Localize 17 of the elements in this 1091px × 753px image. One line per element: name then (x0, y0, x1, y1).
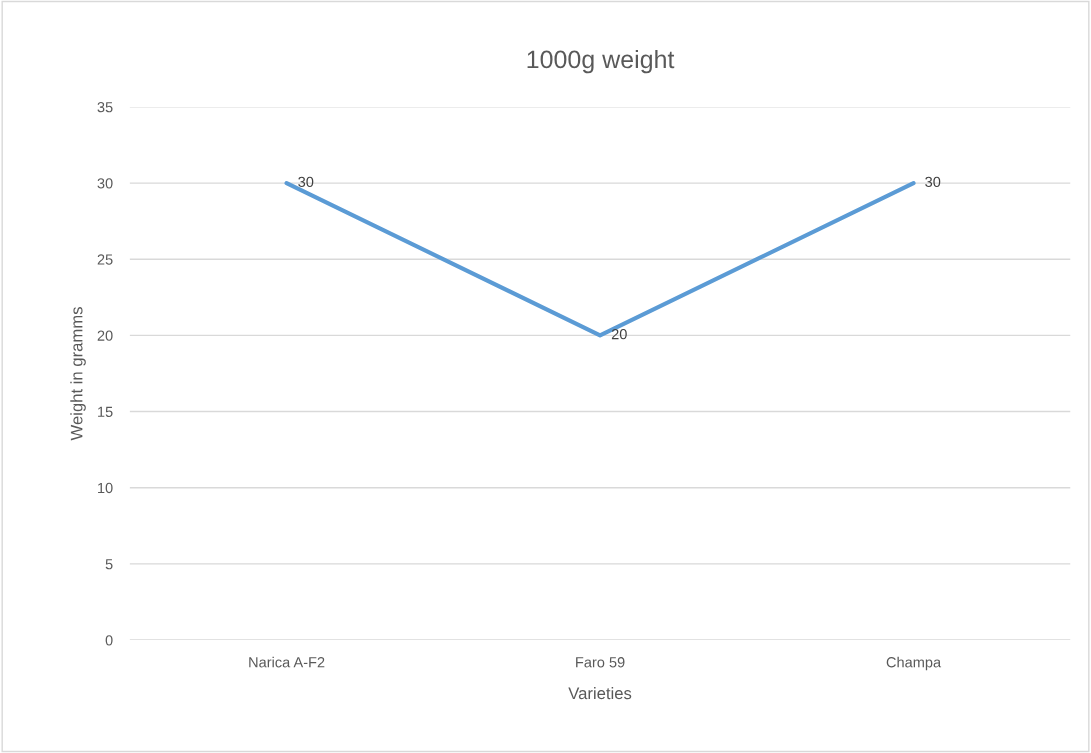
y-tick-label: 15 (98, 406, 113, 417)
y-tick-label: 30 (97, 178, 113, 189)
x-tick-label: Faro 59 (576, 657, 625, 668)
x-axis-title: Varieties (568, 686, 632, 700)
y-tick-label: 35 (97, 102, 113, 113)
data-label: 30 (925, 176, 941, 187)
chart-title: 1000g weight (527, 49, 675, 74)
x-tick-label: Narica A-F2 (249, 656, 325, 668)
y-axis-title: Weight in gramms (70, 307, 86, 441)
y-tick-label: 0 (105, 635, 113, 646)
x-tick-label: Champa (886, 656, 942, 671)
data-label: 20 (611, 329, 627, 340)
data-label: 30 (298, 176, 314, 187)
y-tick-label: 5 (105, 559, 113, 570)
y-tick-label: 25 (97, 254, 113, 265)
y-tick-label: 20 (97, 330, 113, 341)
y-tick-label: 10 (98, 482, 113, 494)
